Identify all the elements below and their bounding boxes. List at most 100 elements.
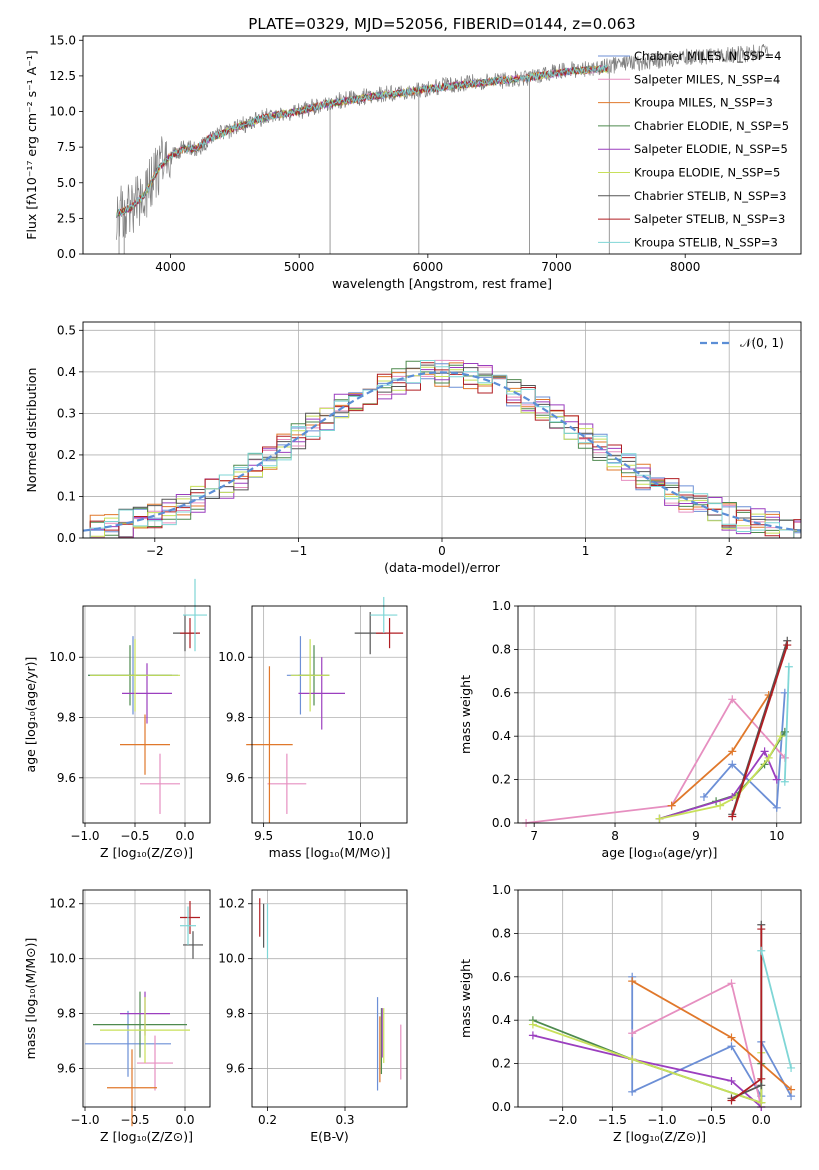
x-tick-label: 9.5 — [254, 829, 273, 843]
histogram-series — [83, 366, 801, 538]
weight-marker — [528, 1031, 537, 1040]
axes-frame — [517, 889, 802, 1108]
model-spectrum — [116, 65, 608, 218]
weight-marker — [780, 727, 789, 736]
y-tick-label: 0.0 — [492, 816, 511, 830]
y-tick-label: 0.1 — [57, 489, 76, 503]
legend-label: Salpeter ELODIE, N_SSP=5 — [634, 142, 788, 156]
weight-marker — [699, 792, 708, 801]
x-tick-label: −2.0 — [548, 1113, 577, 1127]
x-tick-label: 10.0 — [347, 829, 374, 843]
x-tick-label: −0.5 — [120, 1113, 149, 1127]
x-tick-label: 0.0 — [175, 1113, 194, 1127]
weight-marker — [772, 775, 781, 784]
x-tick-label: −0.5 — [120, 829, 149, 843]
weight-marker — [728, 695, 737, 704]
y-tick-label: 9.6 — [226, 1062, 245, 1076]
x-tick-label: 8 — [611, 829, 619, 843]
y-tick-label: 9.6 — [226, 771, 245, 785]
weight-marker — [628, 1029, 637, 1038]
y-tick-label: 0.6 — [492, 970, 511, 984]
x-tick-label: −1.5 — [598, 1113, 627, 1127]
y-tick-label: 0.2 — [492, 773, 511, 787]
y-axis-label: mass weight — [458, 675, 473, 754]
model-spectrum — [116, 64, 608, 218]
y-tick-label: 10.2 — [49, 897, 76, 911]
weight-marker — [727, 1042, 736, 1051]
y-tick-label: 9.8 — [226, 1007, 245, 1021]
histogram-series — [83, 363, 801, 538]
weight-marker — [528, 1020, 537, 1029]
x-tick-label: −2 — [146, 544, 164, 558]
y-axis-label: age [log₁₀(age/yr)] — [23, 657, 38, 773]
model-spectrum — [116, 65, 608, 218]
y-tick-label: 12.5 — [49, 69, 76, 83]
weight-marker — [757, 1074, 766, 1083]
weight-marker — [787, 1063, 796, 1072]
x-tick-label: 0.0 — [175, 829, 194, 843]
axes-frame — [82, 605, 211, 824]
axes-frame — [517, 605, 802, 824]
legend-label: Salpeter MILES, N_SSP=4 — [634, 72, 780, 86]
weight-marker — [727, 1076, 736, 1085]
legend-label: 𝒩(0, 1) — [740, 336, 784, 350]
histogram-series — [83, 362, 801, 538]
x-tick-label: 1 — [582, 544, 590, 558]
y-axis-label: mass [log₁₀(M/M⊙)] — [23, 938, 38, 1060]
weight-marker — [772, 803, 781, 812]
weight-series — [760, 950, 792, 1069]
x-axis-label: (data-model)/error — [384, 560, 501, 575]
panel-weight-vs-age: 7 8 9 10 0.0 0.2 0.4 0.6 0.8 1.0 age [log₁₀(age/yr… — [458, 599, 802, 860]
y-tick-label: 10.0 — [218, 650, 245, 664]
y-tick-label: 15.0 — [49, 33, 76, 47]
x-tick-label: 6000 — [413, 260, 444, 274]
x-tick-label: 9 — [692, 829, 700, 843]
panel-weight-vs-Z: −2.0 −1.5 −1.0 −0.5 0.0 0.0 0.2 0.4 0.6 0.8 1.0 Z [… — [458, 883, 802, 1144]
x-tick-label: −1.0 — [70, 1113, 99, 1127]
weight-marker — [784, 662, 793, 671]
y-axis-label: mass weight — [458, 959, 473, 1038]
weight-series — [783, 666, 790, 782]
y-tick-label: 0.6 — [492, 686, 511, 700]
x-tick-label: 0.3 — [335, 1113, 354, 1127]
y-tick-label: 9.8 — [57, 711, 76, 725]
x-axis-label: E(B-V) — [310, 1129, 349, 1144]
x-tick-label: 2 — [725, 544, 733, 558]
panel-spectrum: 4000 5000 6000 7000 8000 0.0 2.5 5.0 7.5 10.0 12.5… — [24, 33, 802, 291]
weight-series — [731, 644, 789, 817]
weight-series — [532, 1034, 762, 1108]
weight-marker — [760, 747, 769, 756]
weight-marker — [727, 979, 736, 988]
panels: 4000 5000 6000 7000 80000.02.55.07.510.012.5… — [23, 33, 802, 1144]
y-tick-label: 1.0 — [492, 883, 511, 897]
histograms — [83, 359, 801, 538]
y-tick-label: 7.5 — [57, 140, 76, 154]
axes-frame — [82, 35, 802, 255]
weight-series — [631, 976, 792, 1100]
y-tick-label: 0.0 — [492, 1100, 511, 1114]
panel-residuals: −2 −1 0 1 2 0.0 0.1 0.2 0.3 0.4 0.5 (data-model)/er… — [24, 321, 802, 575]
weight-series — [703, 692, 786, 810]
weight-marker — [728, 747, 737, 756]
y-tick-label: 0.4 — [492, 729, 511, 743]
x-tick-label: 4000 — [155, 260, 186, 274]
x-tick-label: 7 — [530, 829, 538, 843]
y-tick-label: 10.2 — [218, 897, 245, 911]
weight-series — [631, 981, 763, 1108]
x-axis-label: wavelength [Angstrom, rest frame] — [332, 276, 552, 291]
legend-label: Kroupa STELIB, N_SSP=3 — [634, 235, 778, 249]
legend-label: Kroupa ELODIE, N_SSP=5 — [634, 166, 780, 180]
weight-marker — [776, 732, 785, 741]
y-tick-label: 9.6 — [57, 1062, 76, 1076]
x-axis-label: age [log₁₀(age/yr)] — [602, 845, 718, 860]
y-axis-label: Flux [fλ10⁻¹⁷ erg cm⁻² s⁻¹ A⁻¹] — [24, 50, 39, 239]
spectrum-lines — [116, 44, 769, 254]
y-tick-label: 0.8 — [492, 926, 511, 940]
weight-marker — [628, 1087, 637, 1096]
weight-marker — [727, 1033, 736, 1042]
weight-series — [525, 697, 786, 824]
weight-marker — [787, 1085, 796, 1094]
weight-marker — [728, 812, 737, 821]
legend-label: Chabrier STELIB, N_SSP=3 — [634, 189, 786, 203]
